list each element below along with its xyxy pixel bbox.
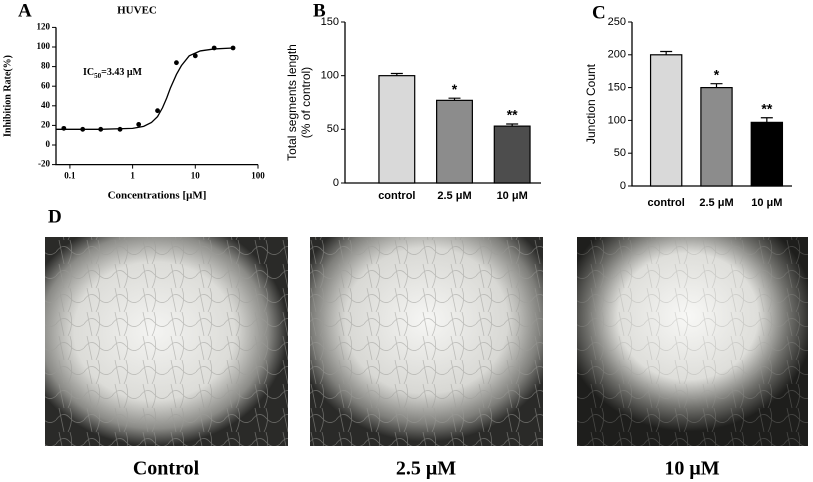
point [211,45,217,51]
point [155,108,160,114]
micrograph [310,237,543,446]
point [80,126,86,132]
bar [649,54,683,187]
y-axis-label: Total segments length [285,44,299,161]
x-tick-label: control [648,197,685,209]
x-tick-label: 1 [130,171,135,181]
error-bar [660,50,673,55]
y-tick-label: 150 [608,82,626,94]
y-tick-label: 200 [608,49,626,61]
point [61,125,67,131]
panel-label: B [313,0,326,21]
x-tick-label: 2.5 μM [699,197,733,209]
panel-label: A [18,0,32,21]
chart-title: HUVEC [117,5,157,17]
significance: ** [761,100,772,116]
y-axis-label: Junction Count [584,63,598,144]
image-caption: 2.5 μM [396,458,456,480]
image-caption: 10 μM [664,458,719,480]
point [117,126,123,132]
y-tick-label: 50 [614,147,626,159]
y-tick-label: 0 [333,177,339,189]
bar [378,75,416,184]
x-tick-label: 10 [191,171,201,181]
point [192,53,198,59]
significance: * [452,81,458,97]
annotation: IC50=3.43 μM [83,67,142,79]
bar [436,99,473,184]
y-tick-label: 80 [41,61,51,71]
x-tick-label: control [378,190,415,202]
error-bar [390,72,403,76]
annotation-part: IC [83,67,94,78]
annotation-part: 50 [94,72,102,80]
panel-label: C [592,2,606,23]
x-axis-label: Concentrations [μM] [108,190,207,202]
significance: ** [507,107,518,123]
x-tick-label: 100 [251,171,265,181]
bar [750,121,784,187]
panel-label: D [48,206,62,227]
annotation-part: =3.43 μM [101,67,142,78]
error-bar [506,123,519,127]
point [136,122,142,127]
y-tick-label: 250 [608,16,626,28]
y-axis-label: (% of control) [299,67,313,138]
fit-curve [56,47,234,130]
y-tick-label: 0 [46,139,51,149]
y-tick-label: 100 [608,114,626,126]
y-tick-label: 50 [327,123,339,135]
y-axis-label: Inhibition Rate(%) [2,55,13,137]
significance: * [714,66,720,82]
x-tick-label: 10 μM [497,190,528,202]
y-tick-label: -20 [38,159,50,169]
point [174,60,179,66]
y-tick-label: 100 [321,70,339,82]
y-tick-label: 120 [37,21,51,31]
y-tick-label: 100 [37,41,51,51]
error-bar [710,83,723,88]
error-bar [760,117,773,123]
x-tick-label: 0.1 [64,171,76,181]
bar [700,86,733,187]
y-tick-label: 20 [41,119,51,129]
y-tick-label: 0 [620,180,626,192]
x-tick-label: 10 μM [751,197,782,209]
point [98,126,104,132]
y-tick-label: 40 [41,100,51,110]
micrograph [577,237,808,446]
micrograph [45,237,288,446]
error-bar [448,97,461,101]
point [230,45,236,51]
x-tick-label: 2.5 μM [437,190,471,202]
y-tick-label: 60 [41,80,51,90]
y-tick-label: 150 [321,16,339,28]
image-caption: Control [133,458,200,480]
bar [493,125,531,184]
